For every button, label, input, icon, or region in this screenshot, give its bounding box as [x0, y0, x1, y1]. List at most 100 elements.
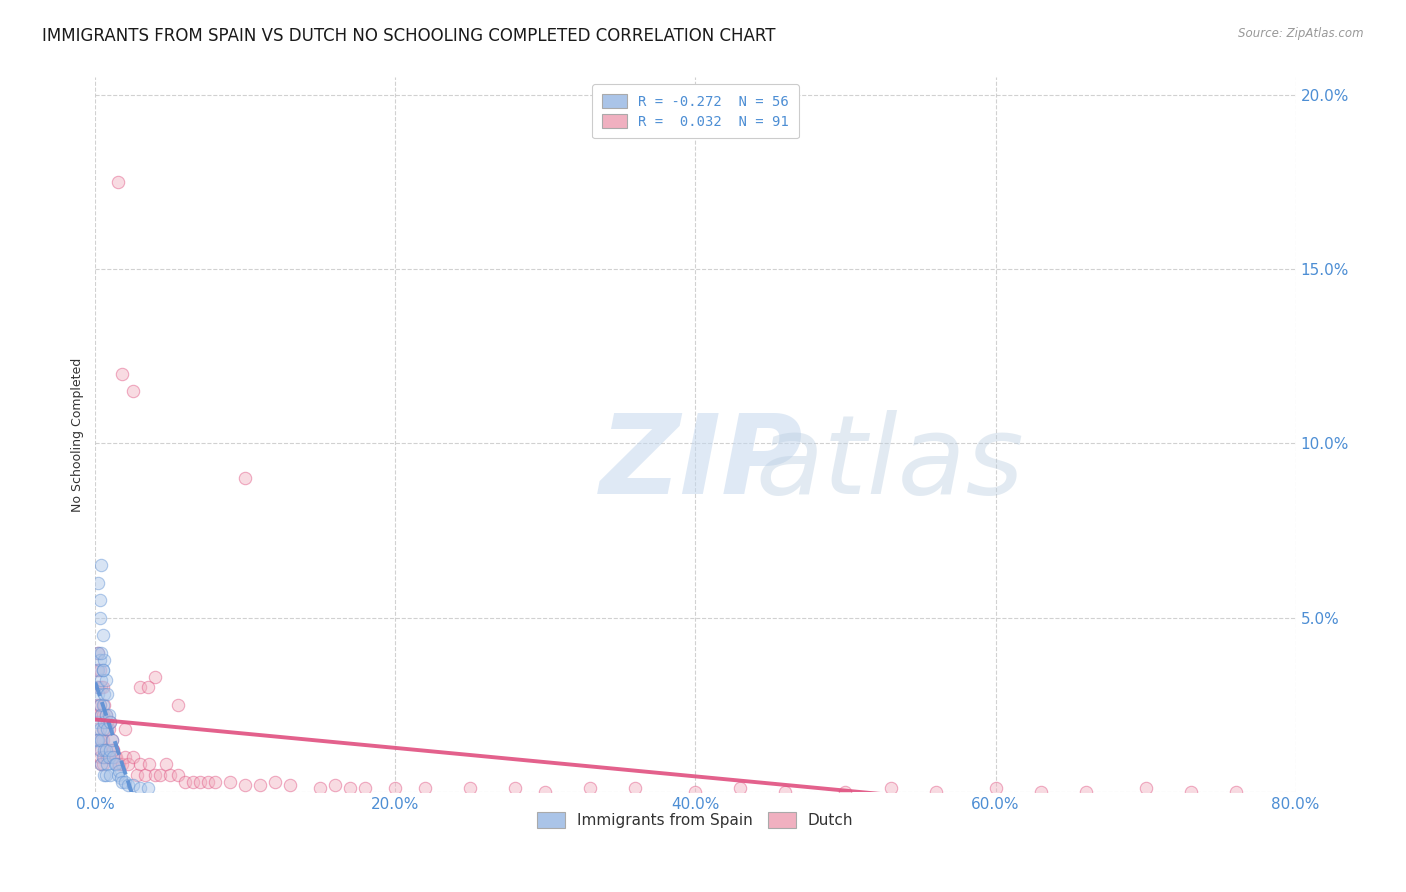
Point — [219, 774, 242, 789]
Point — [89, 750, 111, 764]
Point — [127, 767, 149, 781]
Point — [94, 708, 117, 723]
Point — [86, 715, 108, 730]
Point — [86, 681, 108, 695]
Point — [190, 774, 212, 789]
Point — [87, 663, 110, 677]
Point — [93, 767, 115, 781]
Point — [97, 750, 120, 764]
Point — [834, 785, 856, 799]
Point — [91, 628, 114, 642]
Point — [197, 774, 219, 789]
Point — [309, 781, 332, 796]
Point — [143, 767, 166, 781]
Point — [98, 750, 121, 764]
Point — [107, 767, 129, 781]
Point — [1135, 781, 1157, 796]
Point — [94, 708, 117, 723]
Point — [264, 774, 287, 789]
Point — [89, 743, 111, 757]
Point — [249, 778, 271, 792]
Legend: Immigrants from Spain, Dutch: Immigrants from Spain, Dutch — [531, 806, 859, 834]
Point — [98, 767, 121, 781]
Point — [93, 652, 115, 666]
Point — [167, 767, 190, 781]
Point — [339, 781, 361, 796]
Point — [143, 670, 166, 684]
Point — [204, 774, 226, 789]
Point — [98, 743, 121, 757]
Point — [460, 781, 482, 796]
Point — [93, 723, 115, 737]
Point — [167, 698, 190, 712]
Point — [114, 750, 136, 764]
Point — [89, 663, 111, 677]
Point — [94, 673, 117, 688]
Point — [111, 774, 134, 789]
Point — [984, 781, 1007, 796]
Point — [89, 610, 111, 624]
Point — [325, 778, 347, 792]
Point — [114, 723, 136, 737]
Point — [89, 698, 111, 712]
Point — [110, 771, 132, 785]
Point — [91, 698, 114, 712]
Point — [93, 715, 115, 730]
Point — [91, 732, 114, 747]
Y-axis label: No Schooling Completed: No Schooling Completed — [72, 358, 84, 512]
Point — [89, 698, 111, 712]
Point — [775, 785, 797, 799]
Point — [90, 708, 112, 723]
Point — [134, 767, 156, 781]
Point — [111, 757, 134, 772]
Point — [87, 687, 110, 701]
Point — [91, 708, 114, 723]
Point — [149, 767, 172, 781]
Point — [87, 732, 110, 747]
Point — [91, 750, 114, 764]
Point — [685, 785, 707, 799]
Point — [101, 732, 124, 747]
Point — [103, 743, 125, 757]
Point — [93, 687, 115, 701]
Point — [1029, 785, 1052, 799]
Point — [96, 750, 118, 764]
Point — [879, 781, 901, 796]
Point — [91, 663, 114, 677]
Point — [108, 764, 131, 778]
Point — [90, 558, 112, 573]
Point — [159, 767, 181, 781]
Point — [89, 652, 111, 666]
Point — [384, 781, 406, 796]
Point — [97, 723, 120, 737]
Text: atlas: atlas — [755, 409, 1024, 516]
Point — [235, 471, 257, 485]
Point — [96, 687, 118, 701]
Point — [181, 774, 204, 789]
Point — [90, 732, 112, 747]
Text: IMMIGRANTS FROM SPAIN VS DUTCH NO SCHOOLING COMPLETED CORRELATION CHART: IMMIGRANTS FROM SPAIN VS DUTCH NO SCHOOL… — [42, 27, 776, 45]
Point — [730, 781, 752, 796]
Point — [101, 732, 124, 747]
Point — [93, 750, 115, 764]
Point — [96, 723, 118, 737]
Point — [93, 698, 115, 712]
Point — [105, 757, 128, 772]
Point — [90, 743, 112, 757]
Point — [87, 732, 110, 747]
Text: Source: ZipAtlas.com: Source: ZipAtlas.com — [1239, 27, 1364, 40]
Point — [1074, 785, 1097, 799]
Point — [415, 781, 437, 796]
Point — [107, 175, 129, 189]
Point — [121, 750, 143, 764]
Point — [86, 732, 108, 747]
Point — [86, 663, 108, 677]
Point — [91, 663, 114, 677]
Point — [1180, 785, 1202, 799]
Point — [1225, 785, 1247, 799]
Point — [87, 681, 110, 695]
Point — [280, 778, 302, 792]
Point — [105, 750, 128, 764]
Point — [90, 757, 112, 772]
Point — [174, 774, 197, 789]
